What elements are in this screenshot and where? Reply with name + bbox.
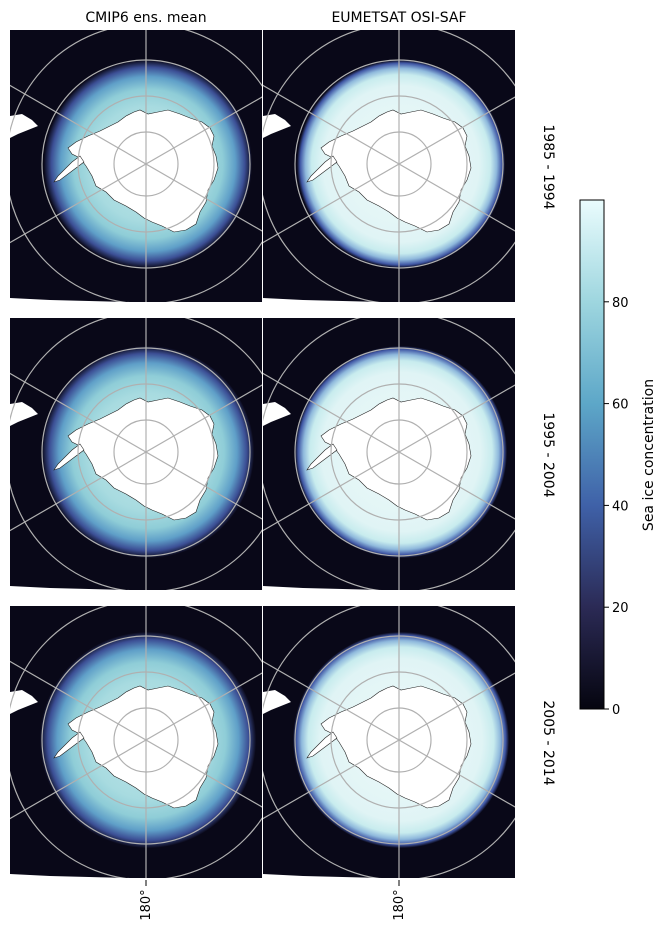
projection-edge (10, 586, 130, 590)
map-panel-r1-c1 (10, 30, 262, 302)
colorbar-tick-label-20: 20 (612, 601, 629, 616)
map-panel-r1-c2 (263, 30, 515, 302)
south-america-tip (263, 690, 291, 714)
map-panel-r3-c2 (263, 606, 515, 878)
south-america-tip (10, 402, 38, 426)
antarctic-peninsula (306, 731, 338, 759)
projection-edge (263, 586, 383, 590)
meridian-3 (10, 384, 262, 532)
meridian-3 (10, 672, 262, 820)
map-panel-r3-c1 (10, 606, 262, 878)
column-title-cmip6: CMIP6 ens. mean (85, 10, 206, 26)
meridian-3 (263, 96, 515, 244)
colorbar-tick-label-80: 80 (612, 296, 629, 311)
colorbar-tick-label-40: 40 (612, 499, 629, 514)
colorbar-label: Sea ice concentration (641, 379, 657, 531)
colorbar-tick-label-60: 60 (612, 398, 629, 413)
map-panel-r2-c1 (10, 318, 262, 590)
projection-edge (10, 874, 130, 878)
antarctic-peninsula (306, 155, 338, 183)
south-america-tip (263, 402, 291, 426)
lon-tick-label-left: 180° (139, 889, 154, 920)
colorbar-gradient (579, 199, 605, 710)
colorbar: 0 20 40 60 80 Sea ice concentration (579, 199, 657, 718)
colorbar-ticks: 0 20 40 60 80 (604, 296, 629, 718)
meridian-3 (263, 384, 515, 532)
antarctic-peninsula (306, 443, 338, 471)
map-panel-r2-c2 (263, 318, 515, 590)
column-title-osisaf: EUMETSAT OSI-SAF (331, 10, 466, 26)
lon-tick-label-right: 180° (392, 889, 407, 920)
projection-edge (10, 298, 130, 302)
antarctic-peninsula (53, 443, 85, 471)
projection-edge (263, 874, 383, 878)
meridian-3 (263, 672, 515, 820)
projection-edge (263, 298, 383, 302)
south-america-tip (10, 690, 38, 714)
row-label-1985-1994: 1985 - 1994 (540, 124, 556, 209)
colorbar-tick-label-0: 0 (612, 703, 620, 718)
south-america-tip (10, 114, 38, 138)
meridian-3 (10, 96, 262, 244)
antarctic-peninsula (53, 731, 85, 759)
antarctic-peninsula (53, 155, 85, 183)
south-america-tip (263, 114, 291, 138)
row-label-2005-2014: 2005 - 2014 (540, 700, 556, 785)
row-label-1995-2004: 1995 - 2004 (540, 412, 556, 497)
map-panels (10, 30, 515, 878)
